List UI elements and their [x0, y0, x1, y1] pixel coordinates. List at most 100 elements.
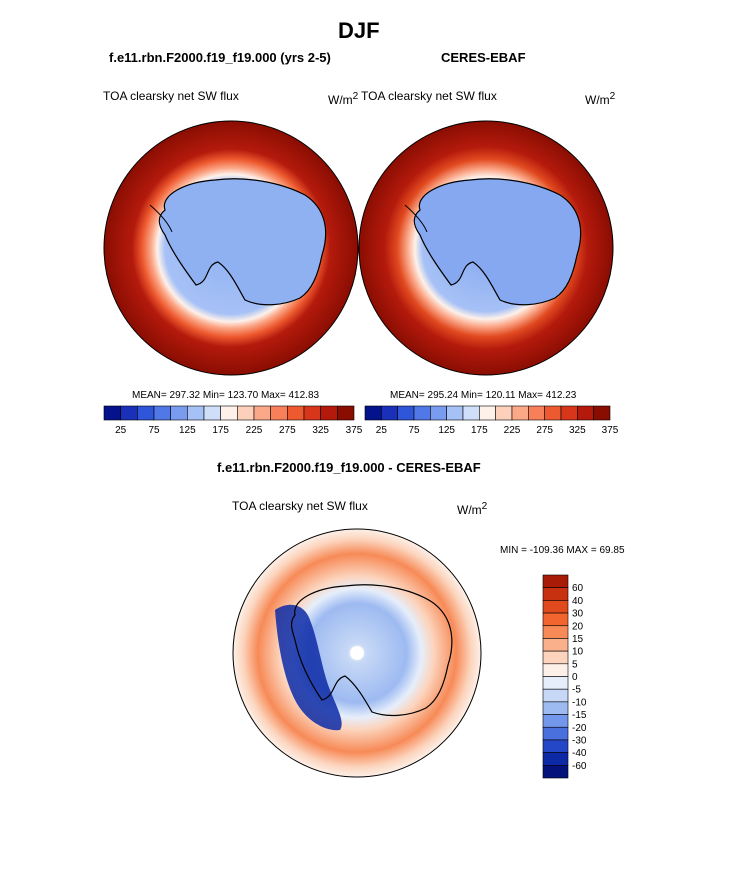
colorbar-swatch — [528, 405, 545, 421]
colorbar-swatch — [120, 405, 138, 421]
right-panel-case-title: CERES-EBAF — [441, 50, 526, 65]
colorbar-tick-label: 375 — [602, 425, 619, 436]
diff-colorbar-tick-label: -40 — [572, 748, 587, 759]
diff-units-exp: 2 — [481, 501, 488, 512]
colorbar-swatch — [237, 405, 255, 421]
diff-units-base: W/m — [457, 503, 482, 517]
colorbar-swatch — [253, 405, 271, 421]
difference-minmax: MIN = -109.36 MAX = 69.85 — [500, 545, 625, 556]
page-title: DJF — [338, 18, 380, 43]
diff-colorbar-swatch — [542, 688, 569, 703]
colorbar-swatch — [287, 405, 305, 421]
diff-colorbar-swatch — [542, 600, 569, 614]
colorbar-swatch — [577, 405, 594, 421]
colorbar-swatch — [462, 405, 480, 421]
diff-colorbar-swatch — [542, 625, 569, 639]
colorbar-tick-label: 225 — [246, 425, 263, 436]
colorbar-swatch — [446, 405, 464, 421]
colorbar-tick-label: 225 — [504, 425, 521, 436]
colorbar-tick-label: 375 — [346, 425, 363, 436]
difference-panel-units: W/m2 — [457, 501, 487, 517]
diff-colorbar-tick-label: 0 — [572, 672, 578, 683]
diff-colorbar-swatch — [542, 663, 569, 677]
left-polar-map — [103, 120, 359, 376]
diff-colorbar-swatch — [542, 739, 569, 753]
colorbar-swatch — [560, 405, 578, 421]
colorbar-tick-label: 325 — [312, 425, 329, 436]
diff-colorbar-tick-label: 15 — [572, 634, 584, 645]
colorbar-swatch — [511, 405, 529, 421]
colorbar-swatch — [593, 405, 611, 421]
diff-colorbar-swatch — [542, 726, 569, 741]
diff-colorbar-swatch — [542, 701, 569, 715]
diff-colorbar-swatch — [542, 587, 569, 601]
colorbar-swatch — [495, 405, 513, 421]
colorbar-swatch — [337, 405, 355, 421]
diff-colorbar-tick-label: -5 — [572, 685, 581, 696]
diff-colorbar-tick-label: 40 — [572, 596, 584, 607]
colorbar-swatch — [137, 405, 155, 421]
colorbar-swatch — [479, 405, 496, 421]
colorbar-tick-label: 75 — [148, 425, 160, 436]
colorbar-swatch — [544, 405, 562, 421]
colorbar-swatch — [153, 405, 171, 421]
diff-colorbar-swatch — [542, 650, 569, 665]
colorbar-swatch — [381, 405, 398, 421]
colorbar-tick-label: 175 — [212, 425, 229, 436]
left-units-exp: 2 — [352, 91, 359, 102]
difference-polar-map — [232, 528, 482, 778]
diff-colorbar-swatch — [542, 714, 569, 728]
diff-colorbar-tick-label: 60 — [572, 583, 584, 594]
diff-antarctica-outline — [290, 584, 453, 717]
left-units-base: W/m — [328, 93, 353, 107]
right-units-exp: 2 — [609, 91, 616, 102]
colorbar-tick-label: 125 — [179, 425, 196, 436]
colorbar-tick-label: 75 — [408, 425, 420, 436]
right-antarctica-outline — [413, 178, 582, 306]
diff-colorbar-swatch — [542, 676, 569, 690]
colorbar-swatch — [413, 405, 431, 421]
colorbar-swatch — [203, 405, 221, 421]
right-units-base: W/m — [585, 93, 610, 107]
diff-colorbar-swatch — [542, 765, 569, 779]
left-antarctica-outline — [158, 178, 327, 306]
left-panel-stats: MEAN= 297.32 Min= 123.70 Max= 412.83 — [132, 390, 320, 401]
colorbar-swatch — [430, 405, 447, 421]
diff-colorbar-tick-label: -10 — [572, 697, 587, 708]
colorbar-swatch — [270, 405, 288, 421]
diff-colorbar-tick-label: 30 — [572, 609, 584, 620]
colorbar-swatch — [187, 405, 205, 421]
difference-panel-title: f.e11.rbn.F2000.f19_f19.000 - CERES-EBAF — [217, 460, 481, 475]
right-panel-units: W/m2 — [585, 91, 615, 107]
diff-colorbar-swatch — [542, 638, 569, 652]
diff-colorbar-tick-label: 10 — [572, 647, 584, 658]
diff-colorbar-tick-label: 5 — [572, 659, 578, 670]
colorbar-tick-label: 325 — [569, 425, 586, 436]
diff-colorbar-swatch — [542, 574, 569, 588]
colorbar-tick-label: 25 — [376, 425, 388, 436]
right-panel-stats: MEAN= 295.24 Min= 120.11 Max= 412.23 — [390, 390, 577, 401]
right-polar-map — [358, 120, 614, 376]
colorbar-tick-label: 275 — [536, 425, 553, 436]
diff-colorbar-swatch — [542, 752, 569, 766]
diff-colorbar-tick-label: -20 — [572, 723, 587, 734]
colorbar-swatch — [103, 405, 121, 421]
colorbar-swatch — [364, 405, 382, 421]
right-colorbar: 25 75 125 175 225 275 325 375 — [364, 405, 619, 436]
left-colorbar: 25 75 125 175 225 275 325 375 — [103, 405, 363, 436]
colorbar-swatch — [303, 405, 321, 421]
colorbar-tick-label: 25 — [115, 425, 127, 436]
diff-colorbar-tick-label: -60 — [572, 761, 587, 772]
colorbar-swatch — [220, 405, 238, 421]
diff-colorbar-tick-label: -15 — [572, 710, 587, 721]
colorbar-swatch — [397, 405, 415, 421]
diff-colorbar-tick-label: -30 — [572, 735, 587, 746]
diff-colorbar-tick-label: 20 — [572, 621, 584, 632]
left-panel-units: W/m2 — [328, 91, 358, 107]
colorbar-tick-label: 275 — [279, 425, 296, 436]
left-panel-case-title: f.e11.rbn.F2000.f19_f19.000 (yrs 2-5) — [109, 50, 331, 65]
colorbar-swatch — [170, 405, 188, 421]
colorbar-tick-label: 125 — [438, 425, 455, 436]
difference-panel-variable: TOA clearsky net SW flux — [232, 499, 368, 513]
